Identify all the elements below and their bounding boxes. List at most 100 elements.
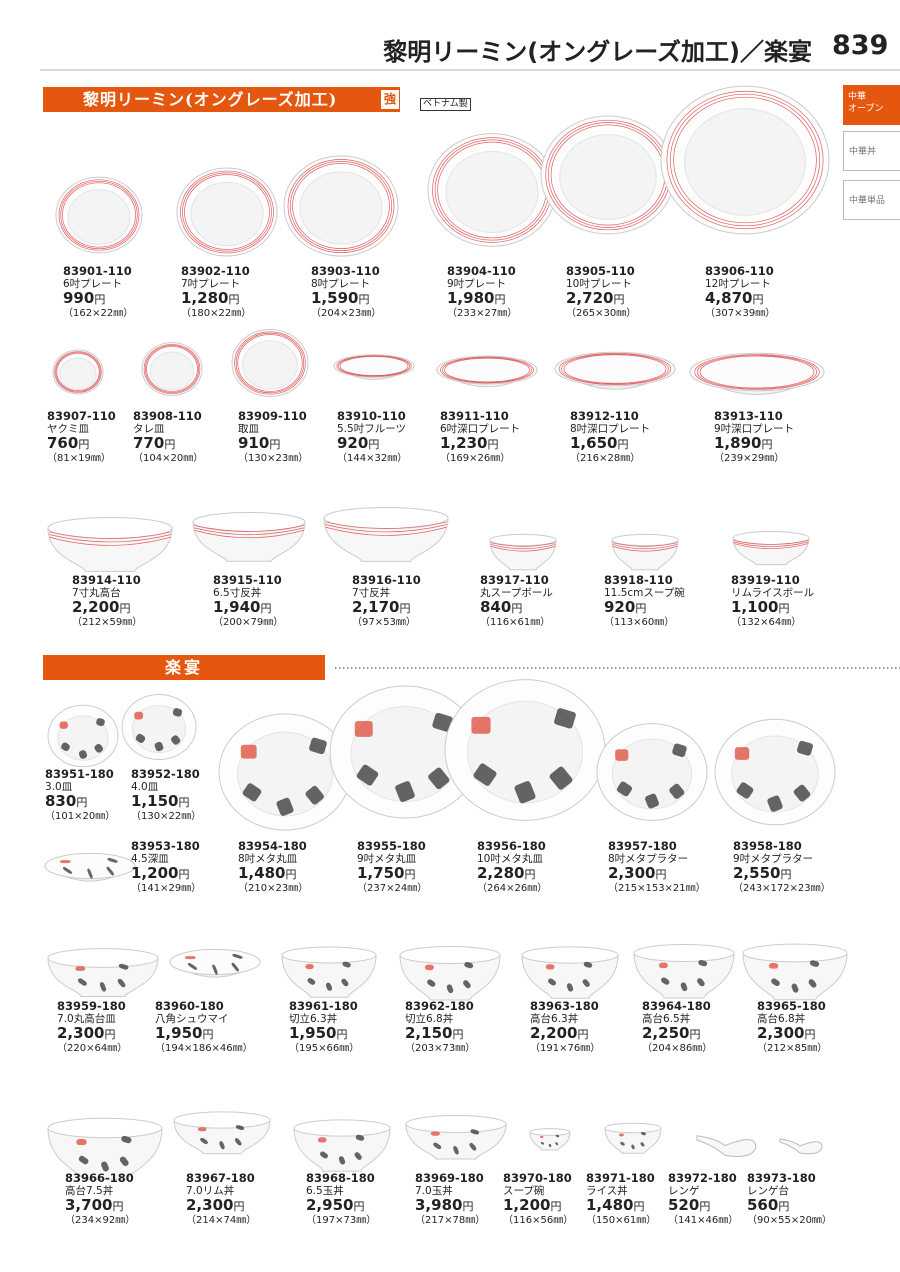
bowl-rim — [611, 533, 679, 547]
product-name-text: 9吋メタ丸皿 — [357, 853, 417, 865]
product-size-text: （210×23㎜） — [238, 883, 309, 894]
product-price: 1,230円 — [440, 436, 520, 452]
price-value: 1,480 — [586, 1196, 634, 1214]
bowl — [281, 954, 377, 998]
tab[interactable]: 中華丼 — [843, 131, 900, 171]
rim-line — [55, 352, 101, 392]
pattern-mark — [119, 1156, 129, 1167]
pattern-mark — [555, 1142, 559, 1146]
product-code: 83952-180 — [131, 768, 201, 781]
price-unit: 円 — [462, 1200, 474, 1213]
price-unit: 円 — [112, 1200, 124, 1213]
dish — [55, 176, 143, 254]
bowl-rim — [489, 533, 557, 547]
pattern-mark — [771, 978, 780, 987]
product-name-text: 3.0皿 — [45, 781, 73, 793]
product-name: 3.0皿 — [45, 781, 115, 794]
product-code-text: 83956-180 — [477, 839, 546, 853]
product-price: 2,720円 — [566, 291, 636, 307]
dish — [47, 948, 159, 997]
bowl — [405, 1123, 507, 1160]
rim-line — [339, 356, 409, 376]
pattern-mark — [107, 857, 118, 863]
product-size: （203×73㎜） — [405, 1042, 475, 1055]
product-name-text: 丸スープボール — [480, 587, 553, 599]
product-name: 9吋メタ丸皿 — [357, 853, 427, 866]
price-value: 1,200 — [503, 1196, 551, 1214]
rim-line — [694, 354, 820, 390]
pattern-mark — [428, 767, 450, 790]
product-code: 83961-180 — [289, 1000, 359, 1013]
product-size: （90×55×20㎜） — [747, 1214, 832, 1227]
product-code: 83954-180 — [238, 840, 308, 853]
product-size-text: （113×60㎜） — [604, 617, 675, 628]
tab[interactable]: 中華単品 — [843, 180, 900, 220]
product-code-text: 83916-110 — [352, 573, 421, 587]
pattern-mark — [235, 1125, 245, 1131]
pattern-mark — [808, 979, 817, 988]
product-name-text: 切立6.3丼 — [289, 1013, 338, 1025]
product-code: 83970-180 — [503, 1172, 573, 1185]
dish — [742, 943, 848, 1001]
price-unit: 円 — [511, 602, 523, 615]
price-value: 2,720 — [566, 289, 614, 307]
price-unit: 円 — [336, 1028, 348, 1041]
price-unit: 円 — [353, 1200, 365, 1213]
product-code: 83958-180 — [733, 840, 831, 853]
product-size-text: （216×28㎜） — [570, 453, 641, 464]
product-size: （169×26㎜） — [440, 452, 520, 465]
price-value: 760 — [47, 434, 79, 452]
rim-line — [612, 544, 678, 550]
product-code-text: 83964-180 — [642, 999, 711, 1013]
product-code: 83973-180 — [747, 1172, 832, 1185]
product-name: 10吋メタ丸皿 — [477, 853, 547, 866]
price-value: 920 — [604, 598, 636, 616]
product-size: （162×22㎜） — [63, 307, 133, 320]
dish — [529, 1128, 571, 1151]
pattern-mark — [791, 983, 799, 993]
product-size-text: （169×26㎜） — [440, 453, 511, 464]
product-price: 1,950円 — [289, 1026, 359, 1042]
product-price: 2,300円 — [608, 866, 706, 882]
product-size: （217×78㎜） — [415, 1214, 485, 1227]
rim-line — [58, 179, 140, 251]
pattern-mark — [545, 964, 555, 970]
bowl-rim — [293, 1119, 391, 1137]
price-unit: 円 — [76, 796, 88, 809]
product-size: （141×46㎜） — [668, 1214, 738, 1227]
pattern-mark — [583, 961, 593, 968]
price-value: 2,150 — [405, 1024, 453, 1042]
product-code-text: 83958-180 — [733, 839, 802, 853]
product-code-text: 83954-180 — [238, 839, 307, 853]
pattern-mark — [797, 740, 813, 756]
product-size: （150×61㎜） — [586, 1214, 656, 1227]
rim-line — [490, 545, 556, 552]
price-unit: 円 — [404, 868, 416, 881]
product: 83955-180 9吋メタ丸皿 1,750円 （237×24㎜） — [357, 840, 427, 895]
price-unit: 円 — [233, 1200, 245, 1213]
tab-active[interactable]: 中華 オープン — [843, 85, 900, 125]
price-value: 840 — [480, 598, 512, 616]
pattern-mark — [317, 1137, 327, 1143]
price-value: 1,200 — [131, 864, 179, 882]
product: 83901-110 6吋プレート 990円 （162×22㎜） — [63, 265, 133, 320]
price-value: 1,590 — [311, 289, 359, 307]
bowl — [633, 952, 735, 999]
bowl-rim — [47, 1117, 163, 1139]
product-size: （204×23㎜） — [311, 307, 381, 320]
pattern-mark — [549, 766, 573, 790]
product-name-text: 8吋深口プレート — [570, 423, 651, 435]
product-code: 83953-180 — [131, 840, 201, 853]
product-price: 2,550円 — [733, 866, 831, 882]
product-code: 83963-180 — [530, 1000, 600, 1013]
product-price: 1,750円 — [357, 866, 427, 882]
product-size-text: （90×55×20㎜） — [747, 1215, 832, 1226]
product-price: 830円 — [45, 794, 115, 810]
plate-well — [190, 181, 264, 247]
product-name-text: 7吋プレート — [181, 278, 241, 290]
price-value: 2,200 — [530, 1024, 578, 1042]
product-name-text: 取皿 — [238, 423, 259, 435]
product: 83914-110 7寸丸高台 2,200円 （212×59㎜） — [72, 574, 142, 629]
dish — [121, 693, 197, 761]
